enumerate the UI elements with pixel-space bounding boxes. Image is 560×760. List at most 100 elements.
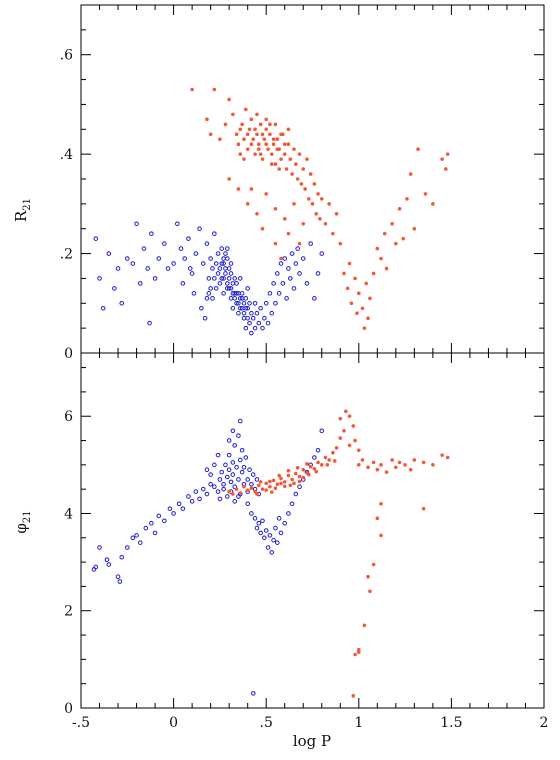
blue-open-point: [247, 320, 252, 326]
red-filled-point: [256, 142, 261, 146]
red-filled-point: [338, 241, 343, 246]
red-filled-point: [412, 226, 417, 231]
blue-open-point: [269, 310, 275, 316]
red-filled-point: [286, 468, 291, 473]
blue-open-point: [319, 428, 325, 434]
red-filled-point: [238, 491, 243, 495]
blue-open-point: [247, 467, 252, 473]
red-filled-point: [275, 147, 280, 151]
blue-open-point: [239, 447, 245, 453]
blue-open-point: [212, 231, 217, 236]
blue-open-point: [276, 291, 282, 296]
red-filled-point: [362, 623, 367, 628]
blue-open-point: [193, 489, 199, 494]
red-filled-point: [342, 429, 346, 433]
blue-open-point: [197, 226, 202, 232]
blue-open-point: [167, 506, 173, 511]
blue-open-point: [186, 494, 191, 499]
red-filled-point: [371, 562, 376, 567]
blue-open-point: [236, 477, 241, 482]
red-filled-point: [308, 464, 313, 469]
blue-open-point: [250, 691, 256, 696]
red-filled-point: [390, 458, 394, 462]
red-filled-point: [244, 107, 248, 112]
blue-open-point: [232, 443, 238, 448]
red-filled-point: [384, 470, 389, 474]
blue-open-point: [312, 455, 317, 460]
blue-open-point: [225, 246, 230, 251]
red-filled-point: [431, 202, 435, 206]
bottom-y-axis-label: φ21: [12, 510, 33, 533]
red-filled-point: [234, 487, 239, 491]
red-filled-point: [314, 469, 319, 474]
red-filled-point: [275, 137, 280, 142]
blue-open-point: [208, 472, 213, 477]
blue-open-point: [234, 464, 239, 470]
red-filled-point: [282, 480, 287, 484]
blue-open-point: [237, 305, 243, 311]
red-filled-point: [212, 87, 217, 92]
red-filled-point: [375, 467, 380, 472]
y-tick-label: 4: [64, 506, 73, 522]
red-filled-point: [231, 112, 235, 117]
blue-open-point: [226, 266, 232, 271]
blue-open-point: [200, 486, 206, 492]
red-filled-point: [323, 221, 328, 226]
red-filled-point: [394, 241, 398, 246]
blue-open-point: [212, 462, 217, 468]
red-filled-point: [251, 137, 256, 142]
blue-open-point: [239, 469, 245, 475]
blue-open-point: [284, 296, 289, 301]
blue-open-point: [226, 438, 232, 443]
blue-open-point: [200, 261, 206, 266]
blue-open-point: [252, 300, 258, 306]
blue-open-point: [137, 281, 143, 286]
red-filled-point: [258, 122, 263, 127]
red-filled-point: [371, 460, 376, 465]
blue-open-point: [119, 554, 125, 560]
bottom-plot-frame: [80, 352, 545, 709]
red-filled-point: [323, 455, 328, 460]
blue-open-point: [117, 579, 123, 584]
red-filled-point: [268, 122, 272, 127]
red-filled-point: [258, 480, 263, 484]
red-filled-point: [362, 326, 367, 330]
blue-open-point: [189, 499, 195, 504]
blue-open-point: [225, 281, 230, 286]
red-filled-point: [279, 157, 283, 161]
red-filled-point: [269, 162, 274, 166]
blue-open-point: [258, 530, 263, 536]
top-panel: 0 .2 .4 .6 R21: [12, 4, 545, 362]
red-filled-point: [288, 483, 293, 488]
red-filled-point: [231, 492, 235, 496]
blue-open-point: [206, 291, 212, 296]
blue-open-point: [189, 271, 195, 276]
red-filled-point: [331, 450, 335, 455]
blue-open-point: [241, 300, 247, 306]
blue-open-point: [97, 545, 102, 550]
red-filled-point: [292, 481, 296, 486]
blue-open-point: [267, 533, 273, 538]
blue-open-point: [134, 533, 139, 538]
blue-open-point: [243, 305, 249, 311]
blue-open-point: [175, 221, 180, 227]
red-filled-point: [412, 458, 417, 462]
blue-open-point: [147, 320, 152, 326]
blue-open-point: [210, 296, 215, 301]
blue-open-point: [263, 300, 269, 306]
blue-open-point: [273, 300, 278, 306]
red-filled-point: [440, 453, 444, 457]
red-filled-point: [273, 207, 278, 211]
blue-open-point: [213, 261, 219, 266]
blue-open-point: [208, 286, 213, 291]
blue-open-point: [291, 286, 297, 291]
blue-open-point: [137, 540, 143, 545]
blue-open-point: [249, 482, 254, 487]
red-filled-point: [345, 286, 350, 291]
blue-open-point: [221, 256, 226, 261]
blue-open-point: [156, 513, 162, 519]
red-filled-point: [405, 197, 409, 201]
red-filled-point: [286, 231, 291, 236]
blue-open-point: [258, 305, 263, 311]
